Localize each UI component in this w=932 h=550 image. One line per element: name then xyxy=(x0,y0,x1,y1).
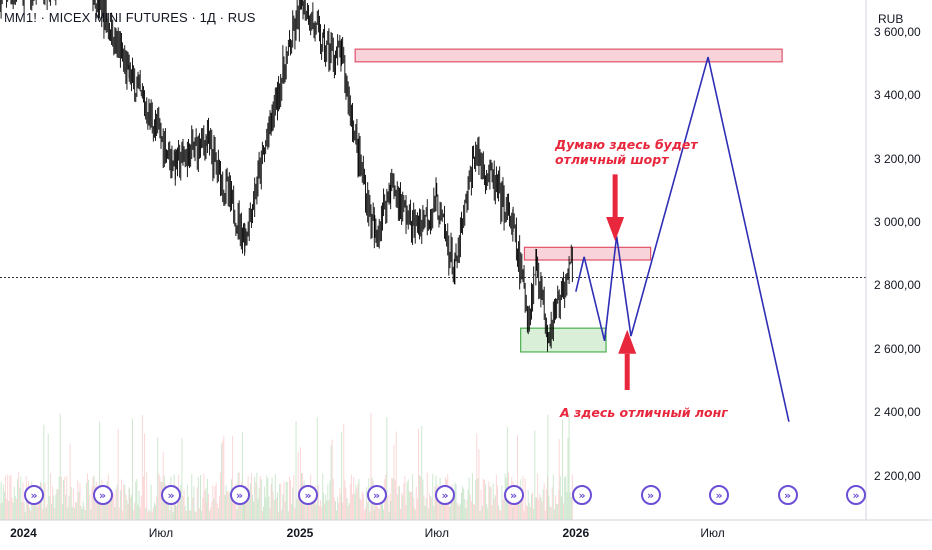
price-tick-label: 3 400,00 xyxy=(874,88,921,103)
resistance-zone[interactable] xyxy=(354,48,783,63)
annotation-arrows xyxy=(606,174,637,390)
double-chevron-right-icon[interactable]: » xyxy=(709,485,729,505)
symbol-title[interactable]: MM1! · MICEX MINI FUTURES · 1Д · RUS xyxy=(4,10,256,25)
arrow-long xyxy=(618,329,637,390)
time-tick-label: 2026 xyxy=(562,526,590,540)
time-tick-label: Июл xyxy=(424,526,449,540)
time-tick-label: Июл xyxy=(700,526,725,540)
price-tick-label: 3 600,00 xyxy=(874,24,921,39)
time-tick-label: 2025 xyxy=(286,526,314,540)
resistance-zone[interactable] xyxy=(523,246,652,261)
currency-label[interactable]: RUB xyxy=(878,12,904,26)
double-chevron-right-icon[interactable]: » xyxy=(503,485,524,505)
candles xyxy=(0,0,573,352)
price-tick-label: 2 200,00 xyxy=(874,468,921,483)
short-annotation-line1: Думаю здесь будет xyxy=(555,137,698,152)
price-tick-label: 2 400,00 xyxy=(874,405,921,420)
price-tick-label: 2 800,00 xyxy=(874,278,921,293)
price-tick-label: 3 200,00 xyxy=(874,151,921,166)
long-annotation: А здесь отличный лонг xyxy=(560,405,728,420)
double-chevron-right-icon[interactable]: » xyxy=(161,485,181,505)
double-chevron-right-icon[interactable]: » xyxy=(435,485,455,505)
double-chevron-right-icon[interactable]: » xyxy=(572,485,592,505)
price-tick-label: 3 000,00 xyxy=(874,214,921,229)
double-chevron-right-icon[interactable]: » xyxy=(640,485,661,505)
time-tick-label: Июл xyxy=(148,526,174,540)
double-chevron-right-icon[interactable]: » xyxy=(229,485,250,505)
price-tick-label: 2 600,00 xyxy=(874,341,921,356)
double-chevron-right-icon[interactable]: » xyxy=(777,485,798,505)
double-chevron-right-icon[interactable]: » xyxy=(846,485,866,505)
arrow-short xyxy=(606,174,625,241)
short-annotation: Думаю здесь будет отличный шорт xyxy=(555,137,698,167)
double-chevron-right-icon[interactable]: » xyxy=(92,485,113,505)
forecast-path xyxy=(575,56,790,422)
short-annotation-line2: отличный шорт xyxy=(555,152,669,167)
double-chevron-right-icon[interactable]: » xyxy=(24,485,44,505)
volume-bars xyxy=(0,412,573,520)
double-chevron-right-icon[interactable]: » xyxy=(298,485,318,505)
price-zones xyxy=(354,48,783,353)
support-zone[interactable] xyxy=(520,327,607,353)
double-chevron-right-icon[interactable]: » xyxy=(366,485,387,505)
time-tick-label: 2024 xyxy=(10,526,37,540)
